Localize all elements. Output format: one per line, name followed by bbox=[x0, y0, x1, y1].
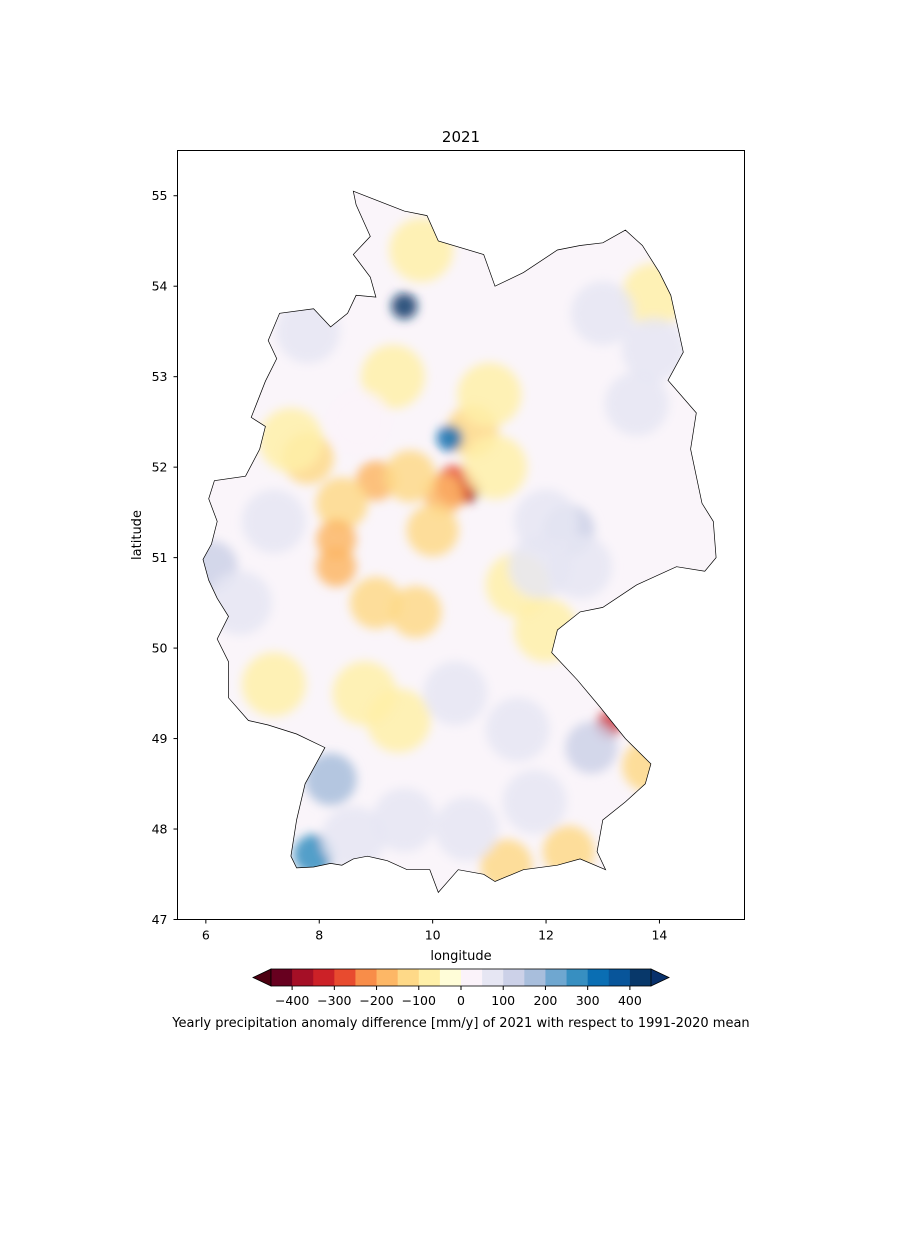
colorbar-swatch-7 bbox=[418, 969, 441, 986]
anomaly-point-10 bbox=[349, 576, 402, 629]
anomaly-point-17 bbox=[361, 344, 425, 409]
x-axis: 6 8 10 12 14 bbox=[202, 919, 667, 943]
anomaly-point-36 bbox=[548, 534, 613, 599]
anomaly-point-45 bbox=[321, 806, 386, 871]
anomaly-point-13 bbox=[457, 362, 522, 427]
anomaly-point-47 bbox=[565, 721, 618, 774]
anomaly-point-40 bbox=[241, 489, 306, 554]
y-tick-label-51: 51 bbox=[152, 550, 168, 565]
colorbar-extend-high bbox=[650, 968, 670, 987]
colorbar-tick-label-8: 400 bbox=[618, 993, 642, 1008]
anomaly-point-16 bbox=[389, 218, 454, 282]
anomaly-point-8 bbox=[384, 450, 436, 503]
x-axis-label: longitude bbox=[430, 949, 491, 964]
x-tick-label-14: 14 bbox=[651, 928, 667, 943]
anomaly-point-15 bbox=[463, 435, 527, 500]
anomaly-field bbox=[203, 191, 717, 893]
colorbar-tick-label-5: 100 bbox=[491, 993, 515, 1008]
colorbar-tick-label-7: 300 bbox=[576, 993, 600, 1008]
anomaly-blobs bbox=[203, 218, 686, 892]
anomaly-point-14 bbox=[258, 408, 323, 472]
colorbar-swatch-6 bbox=[397, 969, 420, 986]
colorbar-swatch-12 bbox=[524, 969, 546, 986]
colorbar-swatch-16 bbox=[608, 969, 631, 986]
y-tick-label-50: 50 bbox=[152, 641, 168, 656]
anomaly-point-41 bbox=[207, 570, 272, 635]
anomaly-point-28 bbox=[391, 293, 418, 320]
colorbar-swatch-5 bbox=[376, 969, 399, 986]
colorbar-label: Yearly precipitation anomaly difference … bbox=[171, 1016, 749, 1031]
anomaly-point-27 bbox=[514, 598, 578, 662]
y-tick-label-48: 48 bbox=[152, 822, 168, 837]
chart-title: 2021 bbox=[442, 128, 480, 146]
anomaly-point-49 bbox=[275, 299, 340, 364]
anomaly-point-29 bbox=[436, 425, 463, 452]
anomaly-point-43 bbox=[434, 797, 499, 861]
x-tick-label-12: 12 bbox=[538, 928, 554, 943]
anomaly-point-50 bbox=[326, 389, 391, 454]
germany-border bbox=[202, 190, 717, 894]
anomaly-point-22 bbox=[622, 739, 675, 792]
colorbar-swatch-0 bbox=[271, 969, 293, 986]
colorbar-swatch-3 bbox=[334, 969, 356, 986]
colorbar-swatch-14 bbox=[566, 969, 589, 986]
anomaly-point-24 bbox=[542, 825, 595, 878]
colorbar-tick-label-2: −200 bbox=[359, 993, 393, 1008]
anomaly-point-20 bbox=[241, 652, 306, 717]
colorbar-extend-low bbox=[252, 968, 272, 987]
colorbar-swatch-10 bbox=[482, 969, 504, 986]
anomaly-point-4 bbox=[315, 477, 368, 530]
colorbar: −400 −300 −200 −100 0 100 200 300 400 bbox=[252, 968, 670, 1008]
colorbar-swatch-11 bbox=[503, 969, 525, 986]
anomaly-point-39 bbox=[604, 371, 669, 436]
colorbar-swatch-8 bbox=[439, 969, 462, 986]
y-axis-label: latitude bbox=[130, 510, 145, 560]
colorbar-swatch-13 bbox=[545, 969, 568, 986]
colorbar-tick-label-6: 200 bbox=[534, 993, 558, 1008]
colorbar-swatch-2 bbox=[313, 969, 335, 986]
anomaly-point-19 bbox=[366, 688, 431, 753]
anomaly-point-9 bbox=[406, 504, 459, 557]
y-tick-label-53: 53 bbox=[152, 369, 168, 384]
anomaly-point-11 bbox=[389, 585, 442, 638]
x-tick-label-6: 6 bbox=[202, 928, 210, 943]
y-tick-label-47: 47 bbox=[152, 912, 168, 927]
plot-frame bbox=[177, 150, 745, 920]
colorbar-swatch-15 bbox=[587, 969, 610, 986]
colorbar-tick-label-1: −300 bbox=[317, 993, 351, 1008]
y-tick-label-54: 54 bbox=[152, 279, 168, 294]
x-tick-label-8: 8 bbox=[315, 928, 323, 943]
colorbar-swatch-1 bbox=[292, 969, 314, 986]
y-tick-label-49: 49 bbox=[152, 731, 168, 746]
y-tick-label-52: 52 bbox=[152, 460, 168, 475]
y-tick-label-55: 55 bbox=[152, 188, 168, 203]
y-axis: 47 48 49 50 51 52 53 54 55 bbox=[152, 188, 178, 927]
colorbar-swatch-4 bbox=[355, 969, 378, 986]
colorbar-tick-label-4: 0 bbox=[457, 993, 465, 1008]
anomaly-point-6 bbox=[316, 546, 357, 587]
colorbar-tick-label-0: −400 bbox=[275, 993, 309, 1008]
anomaly-point-38 bbox=[570, 281, 635, 346]
anomaly-point-37 bbox=[621, 317, 686, 382]
anomaly-point-48 bbox=[485, 697, 550, 762]
colorbar-tick-label-3: −100 bbox=[402, 993, 436, 1008]
colorbar-swatch-9 bbox=[461, 969, 483, 986]
anomaly-point-42 bbox=[423, 661, 488, 726]
x-tick-label-10: 10 bbox=[425, 928, 441, 943]
colorbar-swatch-17 bbox=[629, 969, 652, 986]
anomaly-point-31 bbox=[304, 753, 357, 806]
anomaly-point-44 bbox=[372, 788, 437, 852]
anomaly-point-46 bbox=[502, 769, 567, 834]
